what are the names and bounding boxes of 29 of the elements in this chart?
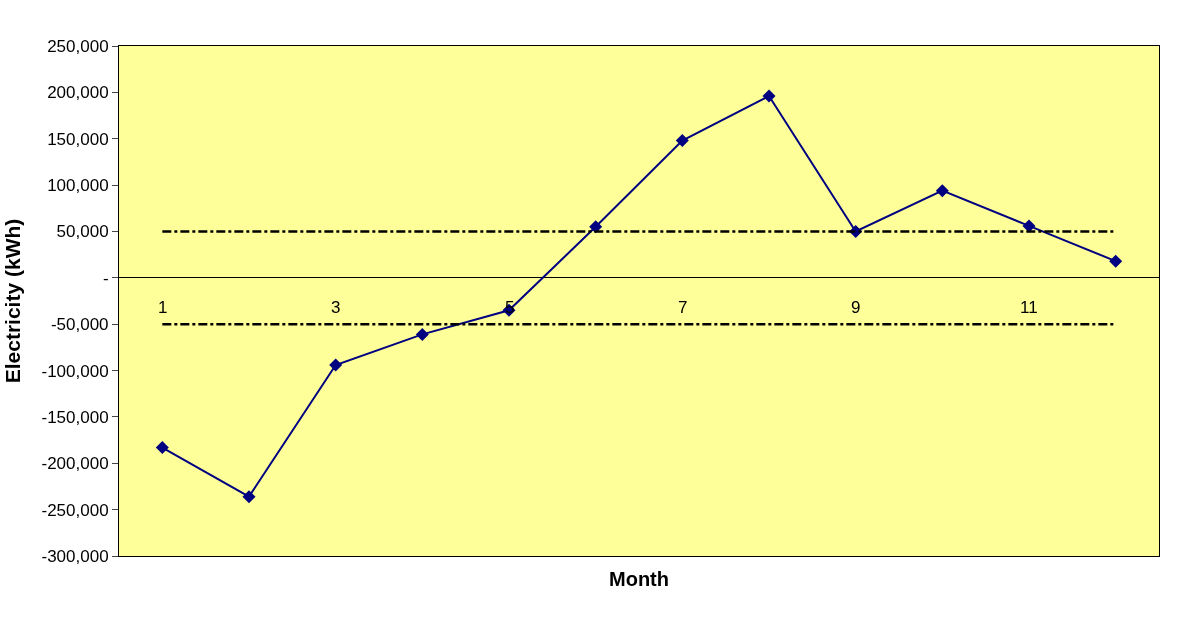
point (1022, 219, 1036, 233)
y-tick-label: 150,000 (47, 129, 109, 149)
y-tick-label: 100,000 (47, 176, 109, 196)
x-axis-title: Month (609, 567, 669, 590)
point (935, 184, 949, 198)
x-tick-label: 7 (678, 298, 688, 317)
x-tick-label: 11 (1020, 298, 1038, 317)
y-tick-label: -300,000 (41, 546, 109, 566)
point (415, 327, 429, 341)
point (329, 358, 343, 372)
x-tick-label: 9 (851, 298, 861, 317)
point (762, 89, 776, 103)
y-tick-label: -150,000 (41, 407, 109, 427)
point (1109, 254, 1123, 268)
y-tick-label: -200,000 (41, 454, 109, 474)
y-tick-label: 50,000 (56, 222, 109, 242)
y-tick-label: -250,000 (41, 500, 109, 520)
y-tick-label: 200,000 (47, 83, 109, 103)
point (675, 134, 689, 148)
point (242, 490, 256, 504)
y-axis-title: Electricity (kWh) (0, 218, 24, 384)
point (155, 441, 169, 455)
y-tick-label: -100,000 (41, 361, 109, 381)
point (589, 220, 603, 234)
x-tick-label: 3 (331, 298, 341, 317)
x-tick-label: 1 (158, 298, 168, 317)
y-tick-label: - (102, 268, 109, 288)
y-tick-label: -50,000 (50, 315, 109, 335)
y-tick-label: 250,000 (47, 36, 109, 56)
